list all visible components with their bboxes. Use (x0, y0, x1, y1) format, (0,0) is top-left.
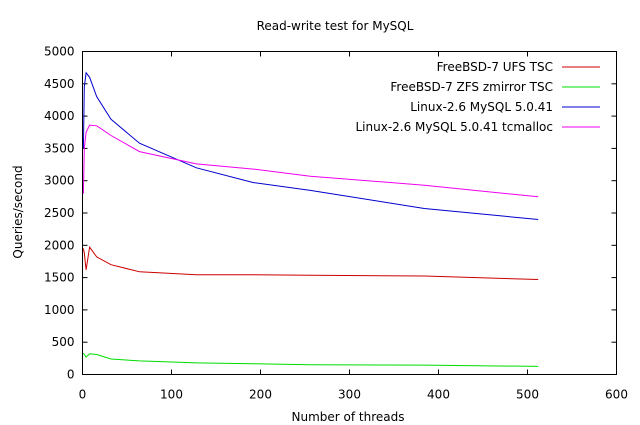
series-line-2 (82, 352, 539, 367)
x-tick-label: 600 (605, 388, 628, 402)
x-tick-label: 200 (249, 388, 272, 402)
x-tick-label: 100 (160, 388, 183, 402)
chart-title: Read-write test for MySQL (257, 19, 414, 33)
axis-ticks: 0 100 200 300 400 500 600 0 500 1000 1500 2000 2500 3… (44, 45, 628, 402)
y-tick-label: 3500 (44, 141, 75, 155)
y-tick-label: 4000 (44, 109, 75, 123)
legend-label-2: FreeBSD-7 ZFS zmirror TSC (390, 80, 553, 94)
y-tick-label: 2000 (44, 238, 75, 252)
legend: FreeBSD-7 UFS TSC FreeBSD-7 ZFS zmirror T… (355, 60, 600, 134)
series-line-3 (82, 71, 539, 220)
x-tick-label: 400 (427, 388, 450, 402)
y-tick-label: 5000 (44, 45, 75, 59)
series-lines (82, 71, 539, 367)
legend-label-1: FreeBSD-7 UFS TSC (437, 60, 553, 74)
y-tick-label: 1000 (44, 303, 75, 317)
x-tick-label: 500 (516, 388, 539, 402)
series-line-1 (82, 245, 539, 280)
y-tick-label: 1500 (44, 271, 75, 285)
y-tick-label: 0 (67, 368, 75, 382)
x-tick-label: 0 (79, 388, 87, 402)
x-tick-label: 300 (338, 388, 361, 402)
y-tick-label: 500 (52, 335, 75, 349)
legend-label-3: Linux-2.6 MySQL 5.0.41 (410, 100, 553, 114)
x-axis-label: Number of threads (292, 410, 405, 424)
y-axis-label: Queries/second (11, 165, 25, 258)
legend-label-4: Linux-2.6 MySQL 5.0.41 tcmalloc (355, 120, 553, 134)
y-tick-label: 2500 (44, 206, 75, 220)
y-tick-label: 3000 (44, 174, 75, 188)
y-tick-label: 4500 (44, 77, 75, 91)
series-line-4 (82, 124, 539, 198)
